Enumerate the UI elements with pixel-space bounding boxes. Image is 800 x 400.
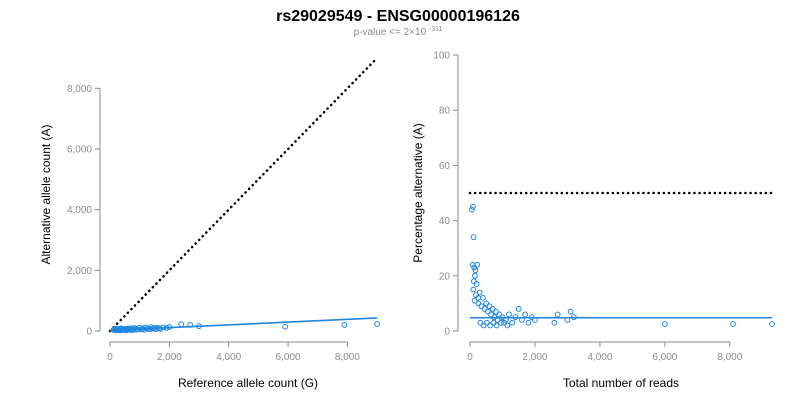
data-point — [551, 319, 558, 326]
y-tick-label: 100 — [433, 51, 450, 62]
chart-subtitle: p-value <= 2×10 -311 — [354, 26, 443, 38]
x-tick-label: 0 — [107, 352, 113, 363]
data-point — [769, 321, 775, 328]
data-point — [509, 319, 516, 326]
right-scatter-panel: 0 2,000 4,000 6,000 8,000 0 20 40 60 80 100 Total n… — [411, 51, 775, 390]
data-point — [470, 286, 477, 293]
data-point — [148, 324, 155, 330]
left-scatter-panel: 0 2,000 4,000 6,000 8,000 0 2,000 4,000 6,000 8,0… — [39, 56, 380, 390]
x-tick-label: 4,000 — [587, 352, 612, 363]
x-tick-label: 0 — [467, 352, 473, 363]
x-tick-label: 2,000 — [157, 352, 182, 363]
data-point — [480, 294, 486, 301]
subtitle-exponent: -311 — [429, 26, 443, 33]
data-point — [475, 300, 482, 307]
data-point — [661, 321, 668, 328]
data-point — [470, 203, 476, 210]
y-tick-label: 8,000 — [67, 84, 92, 95]
y-tick-label: 20 — [439, 271, 451, 282]
x-tick-label: 6,000 — [276, 352, 301, 363]
data-point — [567, 308, 574, 315]
data-point — [374, 321, 380, 327]
data-point — [730, 321, 736, 328]
x-axis-label: Total number of reads — [563, 376, 679, 390]
y-tick-label: 40 — [439, 216, 451, 227]
data-point — [472, 267, 479, 274]
chart-title: rs29029549 - ENSG00000196126 — [276, 8, 520, 25]
data-point — [522, 311, 529, 318]
fit-line — [109, 317, 378, 332]
x-axis-label: Reference allele count (G) — [178, 376, 318, 390]
y-tick-label: 0 — [444, 327, 450, 338]
data-point — [136, 324, 143, 331]
data-point — [504, 322, 511, 329]
y-axis-label: Alternative allele count (A) — [39, 124, 53, 264]
x-tick-label: 2,000 — [522, 352, 547, 363]
y-tick-label: 60 — [439, 161, 451, 172]
data-point — [515, 306, 522, 312]
y-tick-label: 2,000 — [67, 266, 92, 277]
data-point — [525, 319, 532, 326]
x-tick-label: 8,000 — [717, 352, 742, 363]
y-tick-label: 6,000 — [67, 145, 92, 156]
y-tick-label: 0 — [86, 327, 92, 338]
data-point — [506, 311, 512, 318]
data-point — [474, 261, 481, 268]
x-tick-label: 8,000 — [335, 352, 360, 363]
y-tick-label: 80 — [439, 106, 451, 117]
data-point — [471, 297, 478, 304]
data-point — [497, 319, 504, 326]
x-tick-label: 4,000 — [216, 352, 241, 363]
data-point — [341, 322, 348, 328]
y-tick-label: 4,000 — [67, 205, 92, 216]
data-point — [476, 289, 483, 296]
data-point — [282, 323, 288, 330]
subtitle-prefix: p-value <= 2×10 — [354, 27, 427, 38]
data-point — [554, 311, 561, 318]
data-point — [178, 321, 185, 328]
data-point — [470, 234, 477, 241]
data-point — [473, 281, 480, 287]
data-point — [471, 272, 478, 279]
data-point — [493, 322, 500, 329]
x-tick-label: 6,000 — [652, 352, 677, 363]
reference-dotted-line — [108, 56, 379, 333]
y-axis-label: Percentage alternative (A) — [411, 123, 425, 262]
data-point — [469, 206, 475, 213]
